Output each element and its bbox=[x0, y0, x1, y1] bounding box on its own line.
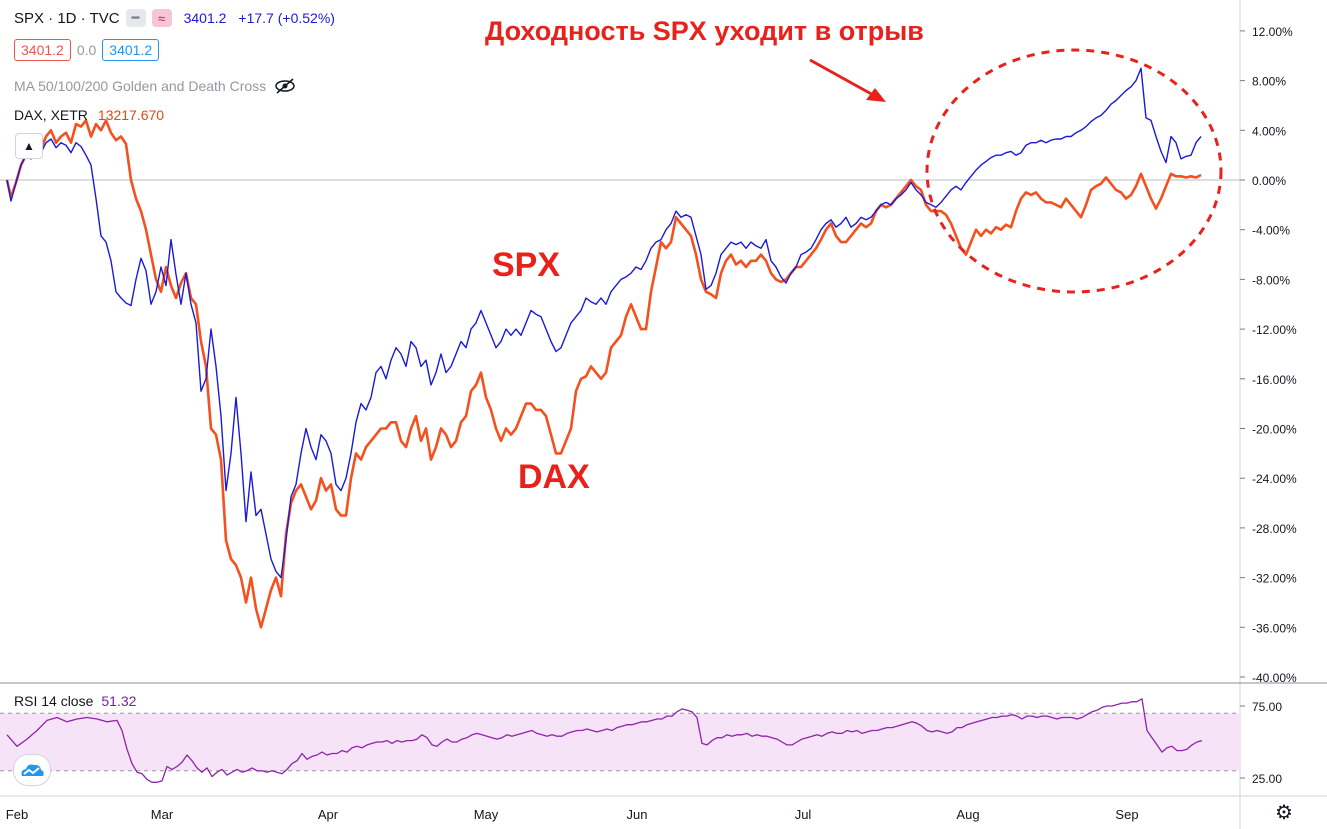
highlight-ellipse bbox=[925, 48, 1223, 294]
y-tick-label: -4.00% bbox=[1252, 224, 1290, 238]
x-axis-ticks: Feb Mar Apr May Jun Jul Aug Sep bbox=[6, 807, 1139, 822]
hide-icon[interactable]: ━ bbox=[125, 9, 146, 27]
ma-study-legend[interactable]: MA 50/100/200 Golden and Death Cross bbox=[14, 78, 296, 94]
rsi-tick-label: 75.00 bbox=[1252, 700, 1282, 714]
annotation-arrow-head bbox=[866, 88, 886, 102]
compare-value: 13217.670 bbox=[97, 107, 165, 123]
collapse-legend-button[interactable]: ▲ bbox=[15, 133, 43, 159]
annotation-spx: SPX bbox=[492, 246, 561, 284]
x-tick-label: Jun bbox=[627, 807, 648, 822]
y-tick-label: 4.00% bbox=[1252, 124, 1286, 138]
y-tick-label: -20.00% bbox=[1252, 423, 1297, 437]
eye-hidden-icon[interactable] bbox=[274, 78, 296, 94]
main-legend: SPX · 1D · TVC ━ ≈ 3401.2 +17.7 (+0.52%) bbox=[14, 9, 335, 27]
annotation-arrow-shaft bbox=[809, 58, 876, 98]
y-tick-label: 8.00% bbox=[1252, 75, 1286, 89]
last-price: 3401.2 bbox=[183, 10, 227, 26]
x-tick-label: Sep bbox=[1115, 807, 1138, 822]
y-tick-label: 12.00% bbox=[1252, 25, 1293, 39]
gear-icon[interactable]: ⚙ bbox=[1275, 802, 1293, 824]
ma-study-label: MA 50/100/200 Golden and Death Cross bbox=[14, 78, 267, 94]
series-layer bbox=[5, 67, 1203, 783]
price-change: +17.7 (+0.52%) bbox=[238, 10, 335, 26]
rsi-value: 51.32 bbox=[101, 693, 137, 709]
y-tick-label: -36.00% bbox=[1252, 621, 1297, 635]
x-tick-label: Apr bbox=[318, 807, 339, 822]
rsi-band bbox=[0, 713, 1240, 771]
annotation-dax: DAX bbox=[518, 458, 590, 496]
rsi-band-layer bbox=[0, 712, 1240, 772]
cloud-logo-icon bbox=[21, 764, 44, 776]
price-boxes: 3401.2 0.0 3401.2 bbox=[14, 39, 160, 61]
chevron-up-icon: ▲ bbox=[23, 139, 35, 153]
x-tick-label: Mar bbox=[151, 807, 174, 822]
x-tick-label: Aug bbox=[956, 807, 979, 822]
ask-price[interactable]: 3401.2 bbox=[102, 39, 160, 61]
rsi-series-line bbox=[6, 698, 1203, 783]
price-scale-bg bbox=[1240, 0, 1327, 829]
dax-series-line bbox=[5, 119, 1202, 629]
annotation-layer bbox=[809, 48, 1223, 294]
y-tick-label: -40.00% bbox=[1252, 671, 1297, 685]
x-tick-label: Jul bbox=[795, 807, 812, 822]
compare-symbol: DAX, XETR bbox=[14, 107, 88, 123]
y-tick-label: -12.00% bbox=[1252, 323, 1297, 337]
spread-value: 0.0 bbox=[76, 42, 97, 58]
tradingview-logo[interactable] bbox=[13, 754, 51, 786]
annotation-title: Доходность SPX уходит в отрыв bbox=[485, 16, 924, 46]
compare-legend[interactable]: DAX, XETR 13217.670 bbox=[14, 107, 164, 123]
y-tick-label: 0.00% bbox=[1252, 174, 1286, 188]
y-axis-ticks: 12.00% 8.00% 4.00% 0.00% -4.00% -8.00% -12.00%… bbox=[1240, 25, 1297, 685]
spx-series-line bbox=[6, 67, 1202, 579]
compare-icon[interactable]: ≈ bbox=[151, 9, 172, 27]
x-tick-label: Feb bbox=[6, 807, 28, 822]
y-tick-label: -32.00% bbox=[1252, 572, 1297, 586]
rsi-tick-label: 25.00 bbox=[1252, 772, 1282, 786]
symbol-title[interactable]: SPX · 1D · TVC bbox=[14, 9, 120, 27]
y-tick-label: -28.00% bbox=[1252, 522, 1297, 536]
rsi-legend[interactable]: RSI 14 close 51.32 bbox=[14, 693, 136, 709]
bid-price[interactable]: 3401.2 bbox=[14, 39, 71, 61]
y-tick-label: -24.00% bbox=[1252, 472, 1297, 486]
rsi-label: RSI 14 close bbox=[14, 693, 94, 709]
x-tick-label: May bbox=[474, 807, 499, 822]
rsi-axis-ticks: 75.00 25.00 bbox=[1240, 700, 1282, 786]
y-tick-label: -8.00% bbox=[1252, 273, 1290, 287]
y-tick-label: -16.00% bbox=[1252, 373, 1297, 387]
